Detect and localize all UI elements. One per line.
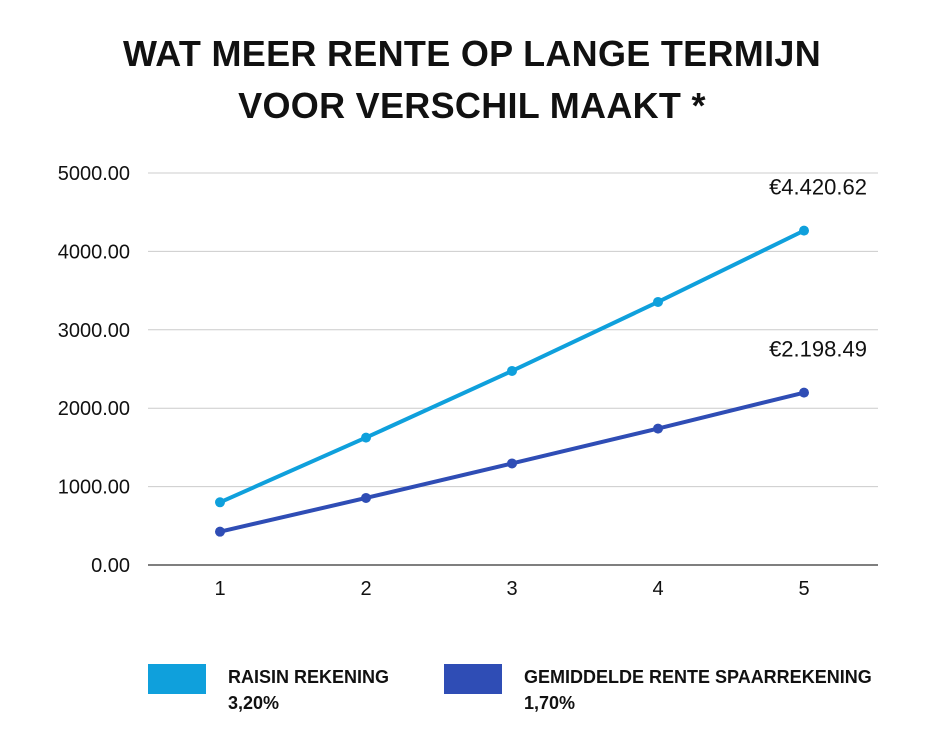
y-tick-label: 5000.00 xyxy=(58,163,130,185)
x-tick-label: 4 xyxy=(652,578,663,600)
x-tick-label: 2 xyxy=(360,578,371,600)
series-group xyxy=(215,225,809,537)
grid-lines xyxy=(148,172,878,566)
data-point xyxy=(507,458,517,469)
end-value-label-1: €2.198.49 xyxy=(769,337,867,362)
y-tick-label: 1000.00 xyxy=(58,477,130,499)
x-tick-label: 3 xyxy=(506,578,517,600)
legend-item-gemiddelde: GEMIDDELDE RENTE SPAARREKENING 1,70% xyxy=(444,664,872,716)
data-labels: €4.420.62 €2.198.49 xyxy=(769,175,867,362)
end-value-label-0: €4.420.62 xyxy=(769,175,867,200)
legend-label-raisin: RAISIN REKENING xyxy=(228,667,390,687)
data-point xyxy=(215,526,225,537)
data-point xyxy=(653,296,663,307)
x-axis-ticks: 1 2 3 4 5 xyxy=(214,578,809,600)
legend-swatch-raisin xyxy=(148,664,206,694)
x-tick-label: 5 xyxy=(798,578,809,600)
data-point xyxy=(799,225,809,236)
chart-title: WAT MEER RENTE OP LANGE TERMIJN VOOR VER… xyxy=(0,28,944,132)
legend-label-gemiddelde: GEMIDDELDE RENTE SPAARREKENING xyxy=(524,667,872,687)
y-axis-ticks: 0.00 1000.00 2000.00 3000.00 4000.00 5000.00 xyxy=(58,163,130,577)
x-tick-label: 1 xyxy=(214,578,225,600)
legend-rate-raisin: 3,20% xyxy=(228,693,280,713)
legend-item-raisin: RAISIN REKENING 3,20% xyxy=(148,664,389,716)
data-point xyxy=(215,497,225,508)
title-line-2: VOOR VERSCHIL MAAKT * xyxy=(238,85,706,126)
legend-swatch-gemiddelde xyxy=(444,664,502,694)
data-point xyxy=(361,492,371,503)
data-point xyxy=(361,432,371,443)
data-point xyxy=(799,387,809,398)
y-tick-label: 2000.00 xyxy=(58,398,130,420)
legend-rate-gemiddelde: 1,70% xyxy=(524,693,576,713)
y-tick-label: 0.00 xyxy=(91,555,130,577)
data-point xyxy=(507,365,517,376)
title-line-1: WAT MEER RENTE OP LANGE TERMIJN xyxy=(122,33,821,74)
y-tick-label: 4000.00 xyxy=(58,241,130,263)
y-tick-label: 3000.00 xyxy=(58,320,130,342)
data-point xyxy=(653,423,663,434)
